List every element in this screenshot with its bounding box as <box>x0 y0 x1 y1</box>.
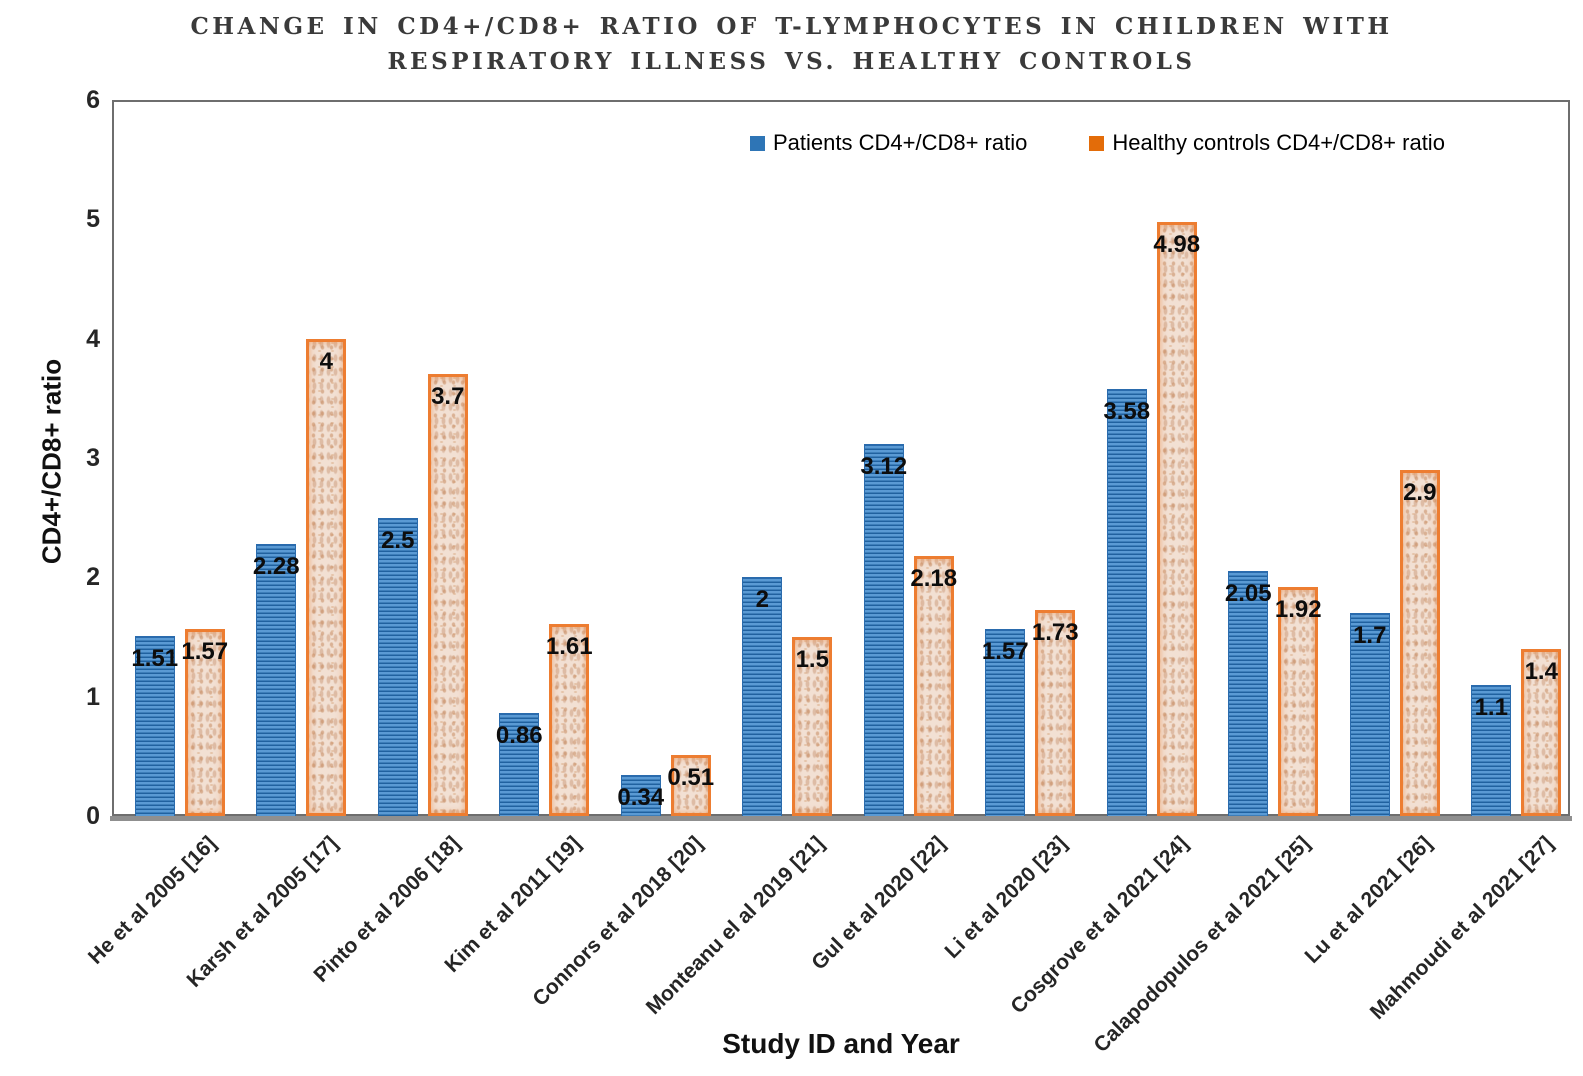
bar-controls-1 <box>306 338 347 816</box>
chart-title-line1: CHANGE IN CD4+/CD8+ RATIO OF T-LYMPHOCYT… <box>190 13 1393 40</box>
legend-item-patients: Patients CD4+/CD8+ ratio <box>750 130 1027 156</box>
bar-patients-0 <box>134 635 175 816</box>
bar-controls-9 <box>1278 586 1319 816</box>
bar-patients-8 <box>1106 388 1147 816</box>
legend-marker-controls-icon <box>1089 135 1105 151</box>
data-label-patients-8: 3.58 <box>1103 397 1151 425</box>
y-tick-label-0: 0 <box>86 802 100 830</box>
bar-controls-11 <box>1521 648 1562 816</box>
bar-controls-3 <box>549 623 590 816</box>
data-label-patients-0: 1.51 <box>131 644 179 672</box>
legend-label-patients: Patients CD4+/CD8+ ratio <box>773 130 1028 155</box>
data-label-patients-3: 0.86 <box>495 722 543 750</box>
bar-patients-7 <box>985 628 1026 816</box>
data-label-controls-1: 4 <box>319 347 333 375</box>
bar-patients-5 <box>742 577 783 816</box>
data-label-controls-0: 1.57 <box>181 637 229 665</box>
data-label-controls-11: 1.4 <box>1524 657 1558 685</box>
x-axis-line <box>110 816 1572 821</box>
data-label-patients-11: 1.1 <box>1474 693 1508 721</box>
legend-label-controls: Healthy controls CD4+/CD8+ ratio <box>1112 130 1445 155</box>
y-tick-label-3: 3 <box>86 444 100 472</box>
data-label-controls-4: 0.51 <box>667 764 715 792</box>
plot-area <box>112 100 1570 816</box>
x-tick-label-7: Li et al 2020 [23] <box>940 832 1072 963</box>
x-tick-label-6: Gul et al 2020 [22] <box>807 832 951 975</box>
bar-controls-10 <box>1399 469 1440 816</box>
bar-controls-0 <box>184 628 225 816</box>
bar-patients-6 <box>863 443 904 816</box>
legend: Patients CD4+/CD8+ ratio Healthy control… <box>750 130 1445 156</box>
x-tick-label-10: Lu et al 2021 [26] <box>1300 832 1437 968</box>
y-tick-label-2: 2 <box>86 563 100 592</box>
bar-patients-3 <box>499 713 540 816</box>
data-label-patients-7: 1.57 <box>981 637 1029 665</box>
data-label-controls-7: 1.73 <box>1031 618 1079 646</box>
bar-controls-5 <box>792 637 833 816</box>
data-label-controls-9: 1.92 <box>1274 595 1322 623</box>
bar-controls-8 <box>1156 221 1197 816</box>
y-tick-label-6: 6 <box>86 86 100 114</box>
bar-controls-2 <box>427 374 468 816</box>
data-label-patients-6: 3.12 <box>860 452 908 480</box>
bar-patients-9 <box>1228 571 1269 816</box>
data-label-controls-2: 3.7 <box>431 383 465 411</box>
data-label-controls-3: 1.61 <box>545 632 593 660</box>
bar-controls-6 <box>913 555 954 816</box>
bar-controls-4 <box>670 755 711 816</box>
x-tick-label-9: Calapodopulos et al 2021 [25] <box>1089 832 1315 1058</box>
chart-title: CHANGE IN CD4+/CD8+ RATIO OF T-LYMPHOCYT… <box>112 10 1472 79</box>
bar-patients-11 <box>1471 684 1512 816</box>
data-label-patients-5: 2 <box>755 586 769 614</box>
data-label-controls-6: 2.18 <box>910 564 958 592</box>
data-label-patients-1: 2.28 <box>252 552 300 580</box>
legend-item-controls: Healthy controls CD4+/CD8+ ratio <box>1089 130 1445 156</box>
bar-patients-2 <box>377 517 418 816</box>
data-label-patients-10: 1.7 <box>1353 622 1387 650</box>
x-tick-label-3: Kim et al 2011 [19] <box>440 832 586 978</box>
bar-patients-1 <box>256 543 297 816</box>
legend-marker-patients-icon <box>750 135 765 151</box>
data-label-patients-4: 0.34 <box>617 784 665 812</box>
data-label-controls-8: 4.98 <box>1153 230 1201 258</box>
y-tick-label-5: 5 <box>86 205 100 234</box>
y-tick-label-4: 4 <box>86 324 100 353</box>
x-axis-title: Study ID and Year <box>722 1028 960 1059</box>
bar-patients-10 <box>1349 613 1390 816</box>
data-label-patients-2: 2.5 <box>381 526 415 554</box>
data-label-controls-10: 2.9 <box>1403 478 1437 506</box>
data-label-controls-5: 1.5 <box>795 646 829 673</box>
y-tick-label-1: 1 <box>86 682 100 711</box>
data-label-patients-9: 2.05 <box>1224 580 1272 608</box>
bar-controls-7 <box>1035 609 1076 816</box>
bar-patients-4 <box>620 775 661 816</box>
chart-title-line2: RESPIRATORY ILLNESS VS. HEALTHY CONTROLS <box>387 47 1196 75</box>
x-tick-label-0: He et al 2005 [16] <box>84 832 222 969</box>
